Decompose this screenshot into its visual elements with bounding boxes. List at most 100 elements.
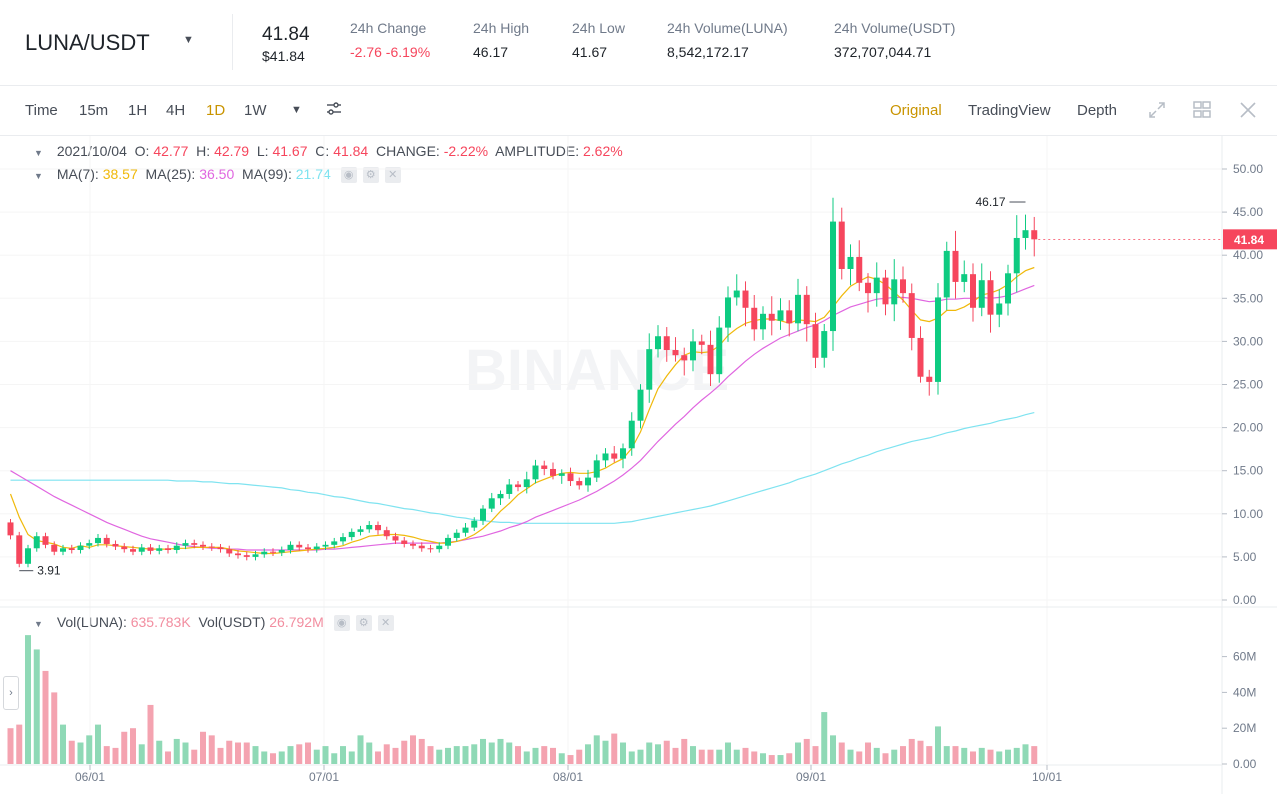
candle-body xyxy=(16,535,23,564)
price-tick-label: 20.00 xyxy=(1233,421,1263,435)
chart-toolbar: Time 15m 1H 4H 1D 1W ▼ Original TradingV… xyxy=(0,86,1277,136)
candle-body xyxy=(453,532,460,538)
price-tick-label: 50.00 xyxy=(1233,162,1263,176)
candle-body xyxy=(445,537,451,546)
volume-bar xyxy=(978,747,985,764)
price-tick-label: 5.00 xyxy=(1233,550,1257,564)
candle-body xyxy=(138,547,145,552)
candle-body xyxy=(952,250,959,282)
candle-body xyxy=(208,546,215,548)
interval-15m[interactable]: 15m xyxy=(79,102,109,119)
close-icon[interactable] xyxy=(1238,100,1258,125)
volume-bar xyxy=(313,749,320,764)
volume-bar xyxy=(375,751,381,764)
interval-1h[interactable]: 1H xyxy=(128,102,148,119)
candle-body xyxy=(838,221,845,269)
candle-body xyxy=(768,313,775,321)
close-icon[interactable]: ✕ xyxy=(384,167,401,184)
volume-bar xyxy=(488,742,495,764)
candle-body xyxy=(1013,237,1020,274)
caret-down-icon[interactable]: ▼ xyxy=(183,34,194,46)
stat-label: 24h Volume(LUNA) xyxy=(667,20,788,36)
ma25-label: MA(25): xyxy=(145,166,196,182)
volume-bar xyxy=(611,733,618,764)
collapse-triangle-icon[interactable]: ▼ xyxy=(34,619,43,629)
volume-bar xyxy=(252,746,259,764)
volume-bar xyxy=(655,744,661,764)
collapse-triangle-icon[interactable]: ▼ xyxy=(34,171,43,181)
candle-body xyxy=(331,541,338,545)
candle-body xyxy=(340,537,346,542)
volume-bar xyxy=(567,755,574,764)
candle-body xyxy=(165,548,171,551)
time-tick-label: 06/01 xyxy=(75,770,105,784)
grid-layout-icon[interactable] xyxy=(1192,100,1212,125)
volume-bar xyxy=(865,742,871,764)
candle-body xyxy=(637,389,644,421)
volume-bar xyxy=(103,746,110,764)
expand-panel-handle[interactable]: › xyxy=(3,676,19,710)
candle-body xyxy=(1031,230,1038,240)
eye-icon[interactable]: ◉ xyxy=(340,167,357,184)
volume-bar xyxy=(821,712,828,764)
volume-bar xyxy=(165,751,171,764)
volume-bar xyxy=(42,670,49,764)
volume-bar xyxy=(366,742,373,764)
ma-legend: ▼ MA(7): 38.57 MA(25): 36.50 MA(99): 21.… xyxy=(34,166,401,184)
settings-sliders-icon[interactable] xyxy=(325,100,343,123)
candle-body xyxy=(777,310,784,321)
volume-bar xyxy=(427,746,434,764)
ma25-line xyxy=(10,284,1035,551)
candle-body xyxy=(357,529,364,532)
volume-bar xyxy=(7,728,14,764)
tab-time[interactable]: Time xyxy=(25,102,58,119)
interval-1d[interactable]: 1D xyxy=(206,102,226,119)
close-icon[interactable]: ✕ xyxy=(377,615,394,632)
expand-icon[interactable] xyxy=(1147,100,1167,125)
volume-bar xyxy=(830,735,836,764)
ma99-line xyxy=(10,412,1035,524)
more-intervals-caret-icon[interactable]: ▼ xyxy=(291,104,302,116)
volume-bar xyxy=(558,753,565,764)
binance-watermark: BINANCE xyxy=(465,338,729,403)
candle-body xyxy=(760,313,766,330)
interval-1w[interactable]: 1W xyxy=(244,102,267,119)
view-tradingview[interactable]: TradingView xyxy=(968,102,1051,119)
volume-bar xyxy=(532,747,539,764)
candle-body xyxy=(690,341,696,361)
last-price: 41.84 xyxy=(262,24,310,45)
candle-body xyxy=(856,256,863,283)
candle-body xyxy=(515,484,521,488)
time-tick-label: 10/01 xyxy=(1032,770,1062,784)
volume-bar xyxy=(60,724,66,764)
volume-bar xyxy=(943,746,950,764)
eye-icon[interactable]: ◉ xyxy=(333,615,350,632)
candle-body xyxy=(917,337,924,377)
candle-body xyxy=(803,294,810,325)
view-original[interactable]: Original xyxy=(890,102,942,119)
candle-body xyxy=(716,327,723,375)
candle-body xyxy=(278,550,285,553)
volume-bar xyxy=(322,746,329,764)
candle-body xyxy=(243,555,250,557)
pair-selector[interactable]: LUNA/USDT xyxy=(25,30,150,55)
volume-bar xyxy=(121,731,128,764)
candle-body xyxy=(786,310,793,324)
ma99-label: MA(99): xyxy=(242,166,292,182)
gear-icon[interactable]: ⚙ xyxy=(362,167,379,184)
candle-body xyxy=(60,548,66,552)
gear-icon[interactable]: ⚙ xyxy=(355,615,372,632)
volume-bar xyxy=(620,742,626,764)
candle-body xyxy=(987,280,994,315)
interval-4h[interactable]: 4H xyxy=(166,102,186,119)
view-depth[interactable]: Depth xyxy=(1077,102,1118,119)
volume-bar xyxy=(436,749,443,764)
candle-body xyxy=(217,547,224,550)
volume-bars xyxy=(7,635,1038,764)
volume-bar xyxy=(296,744,303,764)
volume-bar xyxy=(803,738,810,764)
volume-bar xyxy=(523,751,530,764)
volume-bar xyxy=(690,746,696,764)
collapse-triangle-icon[interactable]: ▼ xyxy=(34,148,43,158)
candlesticks xyxy=(7,197,1038,568)
